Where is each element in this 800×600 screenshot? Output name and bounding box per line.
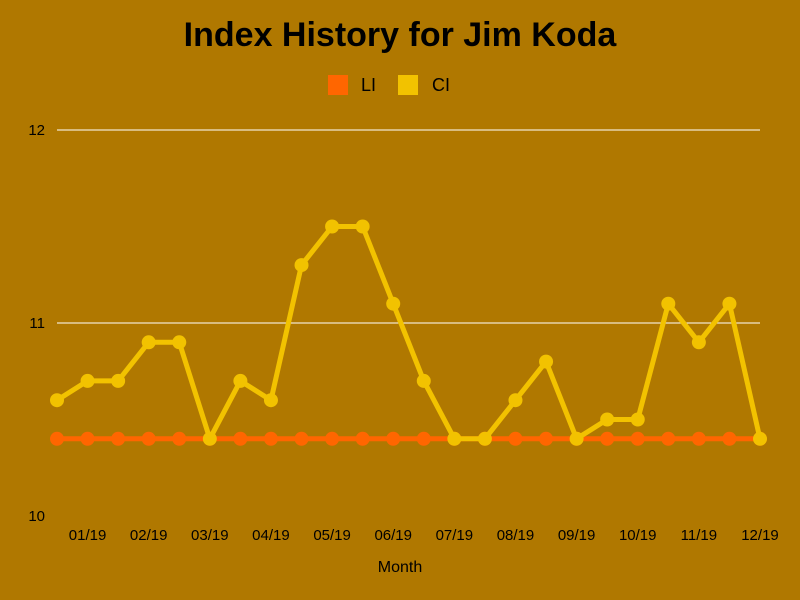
x-tick-label: 09/19 bbox=[558, 527, 596, 544]
data-point-li bbox=[600, 431, 615, 446]
data-point-ci bbox=[202, 431, 217, 446]
x-tick-label: 03/19 bbox=[191, 527, 229, 544]
series-line-ci bbox=[55, 224, 763, 442]
data-point-li bbox=[233, 431, 248, 446]
y-tick-label: 10 bbox=[28, 508, 45, 525]
data-point-ci bbox=[111, 373, 126, 388]
data-point-li bbox=[539, 431, 554, 446]
data-point-li bbox=[294, 431, 309, 446]
data-point-li bbox=[141, 431, 156, 446]
data-point-li bbox=[80, 431, 95, 446]
data-point-li bbox=[416, 431, 431, 446]
series-layer bbox=[50, 219, 767, 446]
data-point-ci bbox=[386, 296, 401, 311]
chart-title: Index History for Jim Koda bbox=[184, 16, 618, 54]
data-point-li bbox=[355, 431, 370, 446]
data-point-li bbox=[172, 431, 187, 446]
y-tick-label: 11 bbox=[29, 315, 45, 332]
data-point-li bbox=[111, 431, 126, 446]
legend-swatch-li bbox=[328, 75, 348, 95]
data-point-ci bbox=[753, 431, 767, 446]
series-li bbox=[50, 431, 767, 446]
data-point-li bbox=[50, 431, 64, 446]
gridlines bbox=[57, 129, 760, 324]
x-tick-label: 05/19 bbox=[313, 527, 351, 544]
series-ci bbox=[50, 219, 767, 446]
data-point-li bbox=[722, 431, 737, 446]
x-tick-label: 04/19 bbox=[252, 527, 290, 544]
data-point-ci bbox=[355, 219, 370, 234]
data-point-ci bbox=[447, 431, 462, 446]
data-point-ci bbox=[50, 393, 64, 408]
data-point-li bbox=[325, 431, 340, 446]
data-point-ci bbox=[263, 393, 278, 408]
x-axis-label: Month bbox=[378, 559, 422, 576]
data-point-ci bbox=[325, 219, 340, 234]
data-point-ci bbox=[294, 258, 309, 273]
x-tick-label: 10/19 bbox=[619, 527, 657, 544]
data-point-ci bbox=[416, 373, 431, 388]
data-point-ci bbox=[661, 296, 676, 311]
data-point-li bbox=[508, 431, 523, 446]
data-point-ci bbox=[569, 431, 584, 446]
legend: LI CI bbox=[328, 75, 450, 95]
data-point-li bbox=[661, 431, 676, 446]
legend-label-ci: CI bbox=[432, 75, 450, 95]
data-point-li bbox=[691, 431, 706, 446]
data-point-ci bbox=[630, 412, 645, 427]
x-tick-label: 12/19 bbox=[741, 527, 779, 544]
data-point-ci bbox=[691, 335, 706, 350]
data-point-ci bbox=[141, 335, 156, 350]
x-tick-label: 08/19 bbox=[497, 527, 535, 544]
data-point-ci bbox=[722, 296, 737, 311]
data-point-ci bbox=[233, 373, 248, 388]
x-tick-label: 06/19 bbox=[374, 527, 412, 544]
data-point-li bbox=[386, 431, 401, 446]
data-point-li bbox=[630, 431, 645, 446]
data-point-ci bbox=[539, 354, 554, 369]
data-point-ci bbox=[80, 373, 95, 388]
x-tick-label: 02/19 bbox=[130, 527, 168, 544]
x-axis-ticks: 01/19 02/19 03/19 04/19 05/19 06/19 07/19 08/19… bbox=[69, 527, 779, 544]
x-tick-label: 07/19 bbox=[436, 527, 474, 544]
data-point-ci bbox=[600, 412, 615, 427]
data-point-ci bbox=[508, 393, 523, 408]
legend-label-li: LI bbox=[361, 75, 376, 95]
data-point-ci bbox=[172, 335, 187, 350]
y-axis-ticks: 10 11 12 bbox=[28, 122, 45, 525]
legend-swatch-ci bbox=[398, 75, 418, 95]
y-tick-label: 12 bbox=[28, 122, 45, 139]
x-tick-label: 11/19 bbox=[681, 527, 717, 544]
data-point-li bbox=[263, 431, 278, 446]
data-point-ci bbox=[477, 431, 492, 446]
x-tick-label: 01/19 bbox=[69, 527, 107, 544]
